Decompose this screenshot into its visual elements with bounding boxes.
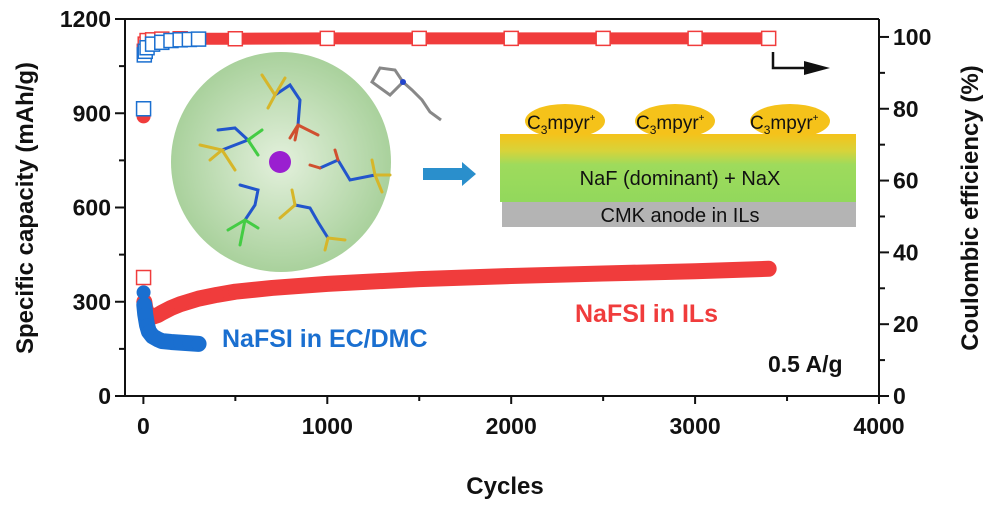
data-point xyxy=(412,272,427,287)
data-point xyxy=(687,30,703,47)
y2-tick-label: 100 xyxy=(893,24,931,50)
cation-blob xyxy=(750,104,830,138)
data-point xyxy=(135,269,152,286)
data-point xyxy=(320,276,335,291)
data-point xyxy=(688,264,703,279)
right-axis-pointer-arrowhead xyxy=(804,61,830,75)
y2-tick-label: 40 xyxy=(893,239,919,265)
data-point xyxy=(138,307,153,322)
x-tick-label: 0 xyxy=(137,413,150,439)
current-density-label: 0.5 A/g xyxy=(768,351,843,377)
x-tick-label: 2000 xyxy=(486,413,537,439)
x-tick-label: 4000 xyxy=(853,413,904,439)
data-point xyxy=(191,336,206,351)
inset-illustrations: C3mpyr+ C3mpyr+ C3mpyr+ NaF (dominant) +… xyxy=(171,52,856,272)
cation-label: C3mpyr+ xyxy=(750,113,819,137)
y2-tick-label: 60 xyxy=(893,168,919,194)
anode-layer-label: CMK anode in ILs xyxy=(601,205,760,227)
anode-layer xyxy=(502,202,856,227)
x-tick-label: 1000 xyxy=(302,413,353,439)
data-point xyxy=(504,268,519,283)
ecdmc-series-label: NaFSI in EC/DMC xyxy=(222,325,428,353)
series-1 xyxy=(136,285,207,352)
data-point xyxy=(411,30,427,47)
data-point xyxy=(227,30,244,47)
x-axis-label: Cycles xyxy=(466,473,543,500)
y2-tick-label: 80 xyxy=(893,96,919,122)
cation-label: C3mpyr+ xyxy=(636,113,705,137)
cation-label: C3mpyr+ xyxy=(527,113,596,137)
y2-tick-label: 0 xyxy=(893,383,906,409)
sei-layer xyxy=(500,134,856,202)
y-tick-label: 300 xyxy=(73,289,111,315)
y-tick-label: 1200 xyxy=(60,6,111,32)
pyrrolidinium-cation-icon xyxy=(370,66,442,122)
y-axis-label: Specific capacity (mAh/g) xyxy=(12,62,39,354)
data-point xyxy=(596,266,611,281)
data-point xyxy=(265,280,280,295)
y-tick-label: 600 xyxy=(73,195,111,221)
sodium-ion-icon xyxy=(269,151,291,173)
y2-axis-label: Coulombic efficiency (%) xyxy=(957,65,984,350)
data-point xyxy=(595,30,611,47)
data-point xyxy=(173,297,188,312)
y-tick-label: 0 xyxy=(98,383,111,409)
ils-series-label: NaFSI in ILs xyxy=(575,300,718,328)
data-point xyxy=(760,30,777,47)
data-point xyxy=(503,30,519,47)
data-point xyxy=(190,31,207,47)
y2-tick-label: 20 xyxy=(893,311,919,337)
data-point xyxy=(761,261,776,276)
sei-schematic: C3mpyr+ C3mpyr+ C3mpyr+ NaF (dominant) +… xyxy=(500,104,856,227)
data-point xyxy=(191,291,206,306)
right-arrow-icon xyxy=(423,162,476,186)
x-tick-label: 3000 xyxy=(670,413,721,439)
data-point xyxy=(136,285,151,300)
y-tick-label: 900 xyxy=(73,100,111,126)
series-3 xyxy=(135,31,207,117)
data-point xyxy=(319,30,336,47)
nitrogen-atom-icon xyxy=(400,79,406,85)
right-axis-pointer-arrow-icon xyxy=(771,52,808,70)
data-point xyxy=(209,287,224,302)
sei-layer-label: NaF (dominant) + NaX xyxy=(580,168,781,190)
cation-blob xyxy=(525,104,605,138)
cation-blob xyxy=(635,104,715,138)
data-point xyxy=(135,101,152,117)
fsi-anion-molecules-icon xyxy=(198,73,392,252)
data-point xyxy=(228,284,243,299)
